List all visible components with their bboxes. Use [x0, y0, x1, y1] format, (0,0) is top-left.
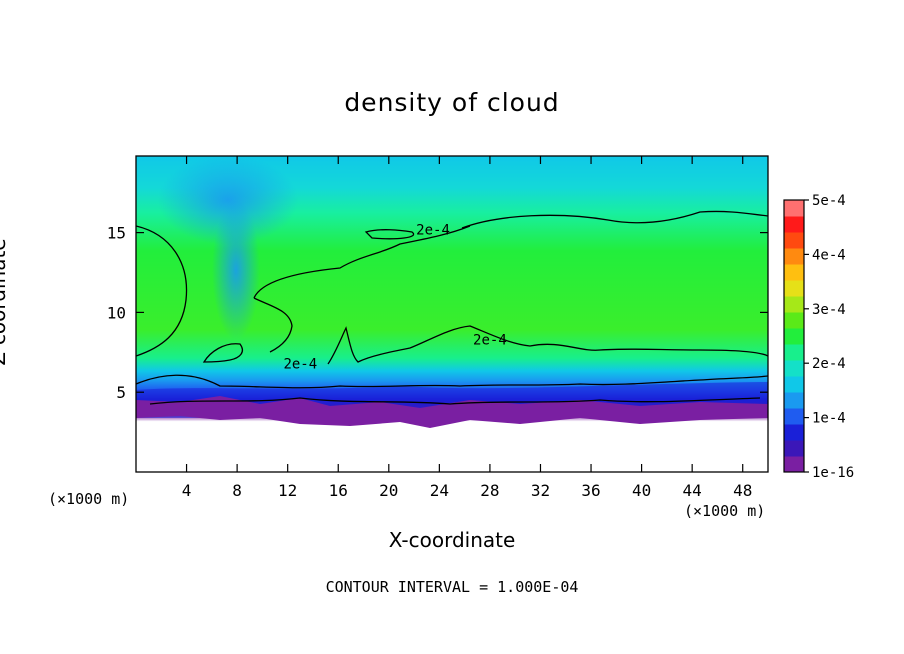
colorbar-tick-label: 1e-16 — [812, 465, 854, 481]
contour-lines — [136, 210, 768, 405]
colorbar-swatch — [784, 280, 804, 297]
colorbar-swatch — [784, 216, 804, 233]
density-field — [136, 156, 768, 472]
contour-upper-2e-4 — [253, 225, 471, 299]
x-axis-label: X-coordinate — [388, 528, 516, 552]
colorbar-tick-label: 4e-4 — [812, 247, 846, 263]
colorbar-swatch — [784, 344, 804, 361]
plot-frame — [135, 155, 769, 473]
y-tick-label: 10 — [107, 303, 126, 322]
colorbar-frame — [783, 199, 805, 473]
contour-bend-2e-4 — [253, 297, 293, 353]
colorbar-tick-label: 3e-4 — [812, 302, 846, 318]
x-tick-label: 28 — [480, 481, 499, 500]
contour-interval-note: CONTOUR INTERVAL = 1.000E-04 — [325, 578, 579, 596]
contour-labels: 2e-4 2e-4 2e-4 — [283, 222, 507, 372]
x-tick-label: 8 — [232, 481, 242, 500]
colorbar-swatch — [784, 296, 804, 313]
contour-base-1e-4 — [136, 374, 768, 389]
y-tick-label: 15 — [107, 224, 126, 243]
low-density-column — [212, 200, 260, 340]
colorbar-tick-label: 2e-4 — [812, 356, 846, 372]
colorbar-swatch — [784, 408, 804, 425]
contour-small-left-2e-4 — [202, 343, 244, 363]
colorbar-swatch — [784, 360, 804, 377]
y-tick-label: 5 — [116, 383, 126, 402]
colorbar-swatch — [784, 424, 804, 441]
colorbar: 1e-16 1e-4 2e-4 3e-4 4e-4 5e-4 — [783, 193, 854, 481]
contour-mid-2e-4 — [327, 325, 768, 365]
x-tick-label: 24 — [430, 481, 449, 500]
colorbar-swatch — [784, 232, 804, 249]
contour-label: 2e-4 — [473, 333, 507, 349]
chart-title: density of cloud — [344, 88, 560, 117]
x-tick-label: 44 — [683, 481, 702, 500]
contour-lower-1e-16 — [149, 397, 761, 405]
colorbar-swatch — [784, 392, 804, 409]
x-tick-label: 16 — [329, 481, 348, 500]
contour-label: 2e-4 — [283, 356, 317, 372]
colorbar-tick-label: 5e-4 — [812, 193, 846, 209]
x-unit-label-right: (×1000 m) — [684, 502, 766, 520]
colorbar-swatch — [784, 376, 804, 393]
colorbar-swatch — [784, 456, 804, 473]
low-density-region-upper-left — [158, 156, 298, 245]
colorbar-swatch — [784, 312, 804, 329]
colorbar-swatch — [784, 200, 804, 217]
colorbar-tick-label: 1e-4 — [812, 411, 846, 427]
colorbar-swatch — [784, 328, 804, 345]
x-unit-label-left: (×1000 m) — [48, 490, 130, 508]
x-tick-label: 36 — [581, 481, 600, 500]
x-tick-label: 20 — [379, 481, 398, 500]
colorbar-swatch — [784, 264, 804, 281]
contour-left-2e-4 — [136, 225, 188, 357]
x-tick-label: 48 — [733, 481, 752, 500]
x-tick-label: 4 — [182, 481, 192, 500]
contour-top-2e-4 — [461, 210, 768, 229]
x-tick-label: 40 — [632, 481, 651, 500]
x-tick-label: 12 — [278, 481, 297, 500]
cloud-base-purple — [136, 396, 768, 428]
contour-small-2e-4 — [364, 229, 415, 240]
contour-label: 2e-4 — [416, 222, 450, 238]
colorbar-swatch — [784, 440, 804, 457]
x-tick-label: 32 — [531, 481, 550, 500]
colorbar-swatch — [784, 248, 804, 265]
